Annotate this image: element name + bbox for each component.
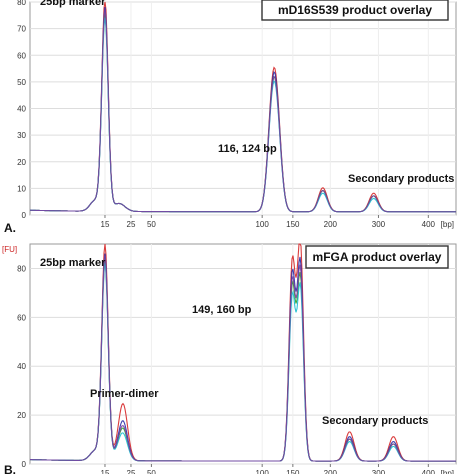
x-axis-unit: [bp] (441, 469, 454, 474)
annotation-label: Secondary products (322, 415, 428, 427)
x-tick-label: 100 (255, 220, 269, 229)
annotation-label: Secondary products (348, 173, 454, 185)
y-tick-label: 40 (17, 362, 26, 371)
x-tick-label: 50 (147, 469, 156, 474)
panel-b: 0 20 40 60 80 15 25 50 100 150 200 300 400 [bp] [FU] mF… (2, 243, 457, 474)
y-tick-label: 30 (17, 131, 26, 140)
annotation-label: 25bp marker (40, 257, 106, 269)
x-tick-label: 25 (127, 220, 136, 229)
annotation-label: 149, 160 bp (192, 304, 252, 316)
trace-line-5 (30, 9, 456, 213)
x-tick-label: 15 (101, 220, 110, 229)
chart-title: mD16S539 product overlay (278, 3, 432, 17)
x-axis-unit: [bp] (441, 220, 454, 229)
y-tick-label: 0 (22, 460, 27, 469)
x-tick-label: 15 (101, 469, 110, 474)
x-tick-label: 200 (324, 220, 338, 229)
annotation-label: 25bp marker (40, 0, 106, 8)
x-tick-label: 300 (372, 469, 386, 474)
y-tick-label: 60 (17, 313, 26, 322)
x-tick-label: 50 (147, 220, 156, 229)
y-tick-label: 20 (17, 411, 26, 420)
y-tick-label: 80 (17, 264, 26, 273)
y-tick-label: 0 (22, 211, 27, 220)
chart-title-box (305, 245, 449, 269)
panel-label: A. (4, 221, 16, 235)
chart-title: mFGA product overlay (313, 250, 442, 264)
x-tick-label: 150 (286, 220, 300, 229)
x-tick-label: 100 (255, 469, 269, 474)
x-tick-label: 300 (372, 220, 386, 229)
plot-area (29, 243, 457, 465)
y-tick-label: 80 (17, 0, 26, 7)
trace-line-5 (30, 255, 456, 462)
y-tick-label: 60 (17, 51, 26, 60)
y-tick-label: 50 (17, 78, 26, 87)
x-tick-label: 150 (286, 469, 300, 474)
y-tick-label: 10 (17, 184, 26, 193)
panel-label: B. (4, 463, 16, 474)
x-tick-label: 25 (127, 469, 136, 474)
x-tick-label: 200 (324, 469, 338, 474)
chart-title-box (261, 0, 449, 21)
y-axis-unit: [FU] (2, 245, 17, 254)
x-tick-label: 400 (422, 220, 436, 229)
x-tick-label: 400 (422, 469, 436, 474)
y-tick-label: 70 (17, 25, 26, 34)
annotation-label: Primer-dimer (90, 388, 159, 400)
y-tick-label: 40 (17, 105, 26, 114)
panel-a: 0 10 20 30 40 50 60 70 80 15 25 50 100 150 200 300 400 [b… (4, 0, 457, 235)
y-tick-label: 20 (17, 158, 26, 167)
annotation-label: 116, 124 bp (218, 143, 277, 155)
